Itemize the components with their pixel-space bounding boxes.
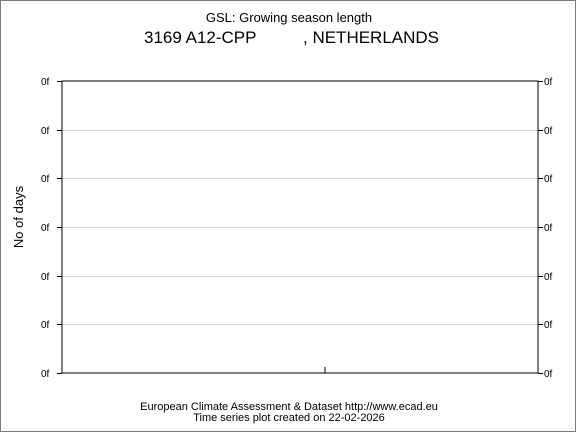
y-ticks — [57, 81, 543, 374]
y-tick-label-left: 0f — [41, 320, 50, 331]
y-tick-label-right: 0f — [544, 369, 553, 380]
y-tick-label-left: 0f — [41, 77, 50, 88]
y-tick-label-right: 0f — [544, 126, 553, 137]
y-tick-label-left: 0f — [41, 369, 50, 380]
y-tick-label-left: 0f — [41, 223, 50, 234]
footer-created: Time series plot created on 22-02-2026 — [193, 412, 385, 424]
y-tick-label-left: 0f — [41, 272, 50, 283]
y-tick-label-right: 0f — [544, 77, 553, 88]
y-tick-labels-left: 0f 0f 0f 0f 0f 0f 0f — [41, 77, 50, 380]
footer-source: European Climate Assessment & Dataset ht… — [140, 401, 438, 413]
y-tick-label-right: 0f — [544, 174, 553, 185]
y-tick-label-left: 0f — [41, 174, 50, 185]
y-axis-label: No of days — [11, 185, 26, 248]
chart-title: GSL: Growing season length — [205, 10, 373, 25]
station-id: 3169 A12-CPP — [144, 28, 257, 47]
y-tick-label-left: 0f — [41, 126, 50, 137]
station-country: , NETHERLANDS — [303, 28, 440, 47]
y-tick-label-right: 0f — [544, 223, 553, 234]
y-tick-labels-right: 0f 0f 0f 0f 0f 0f 0f — [544, 77, 553, 380]
gridlines — [62, 130, 538, 325]
y-tick-label-right: 0f — [544, 320, 553, 331]
y-tick-label-right: 0f — [544, 272, 553, 283]
